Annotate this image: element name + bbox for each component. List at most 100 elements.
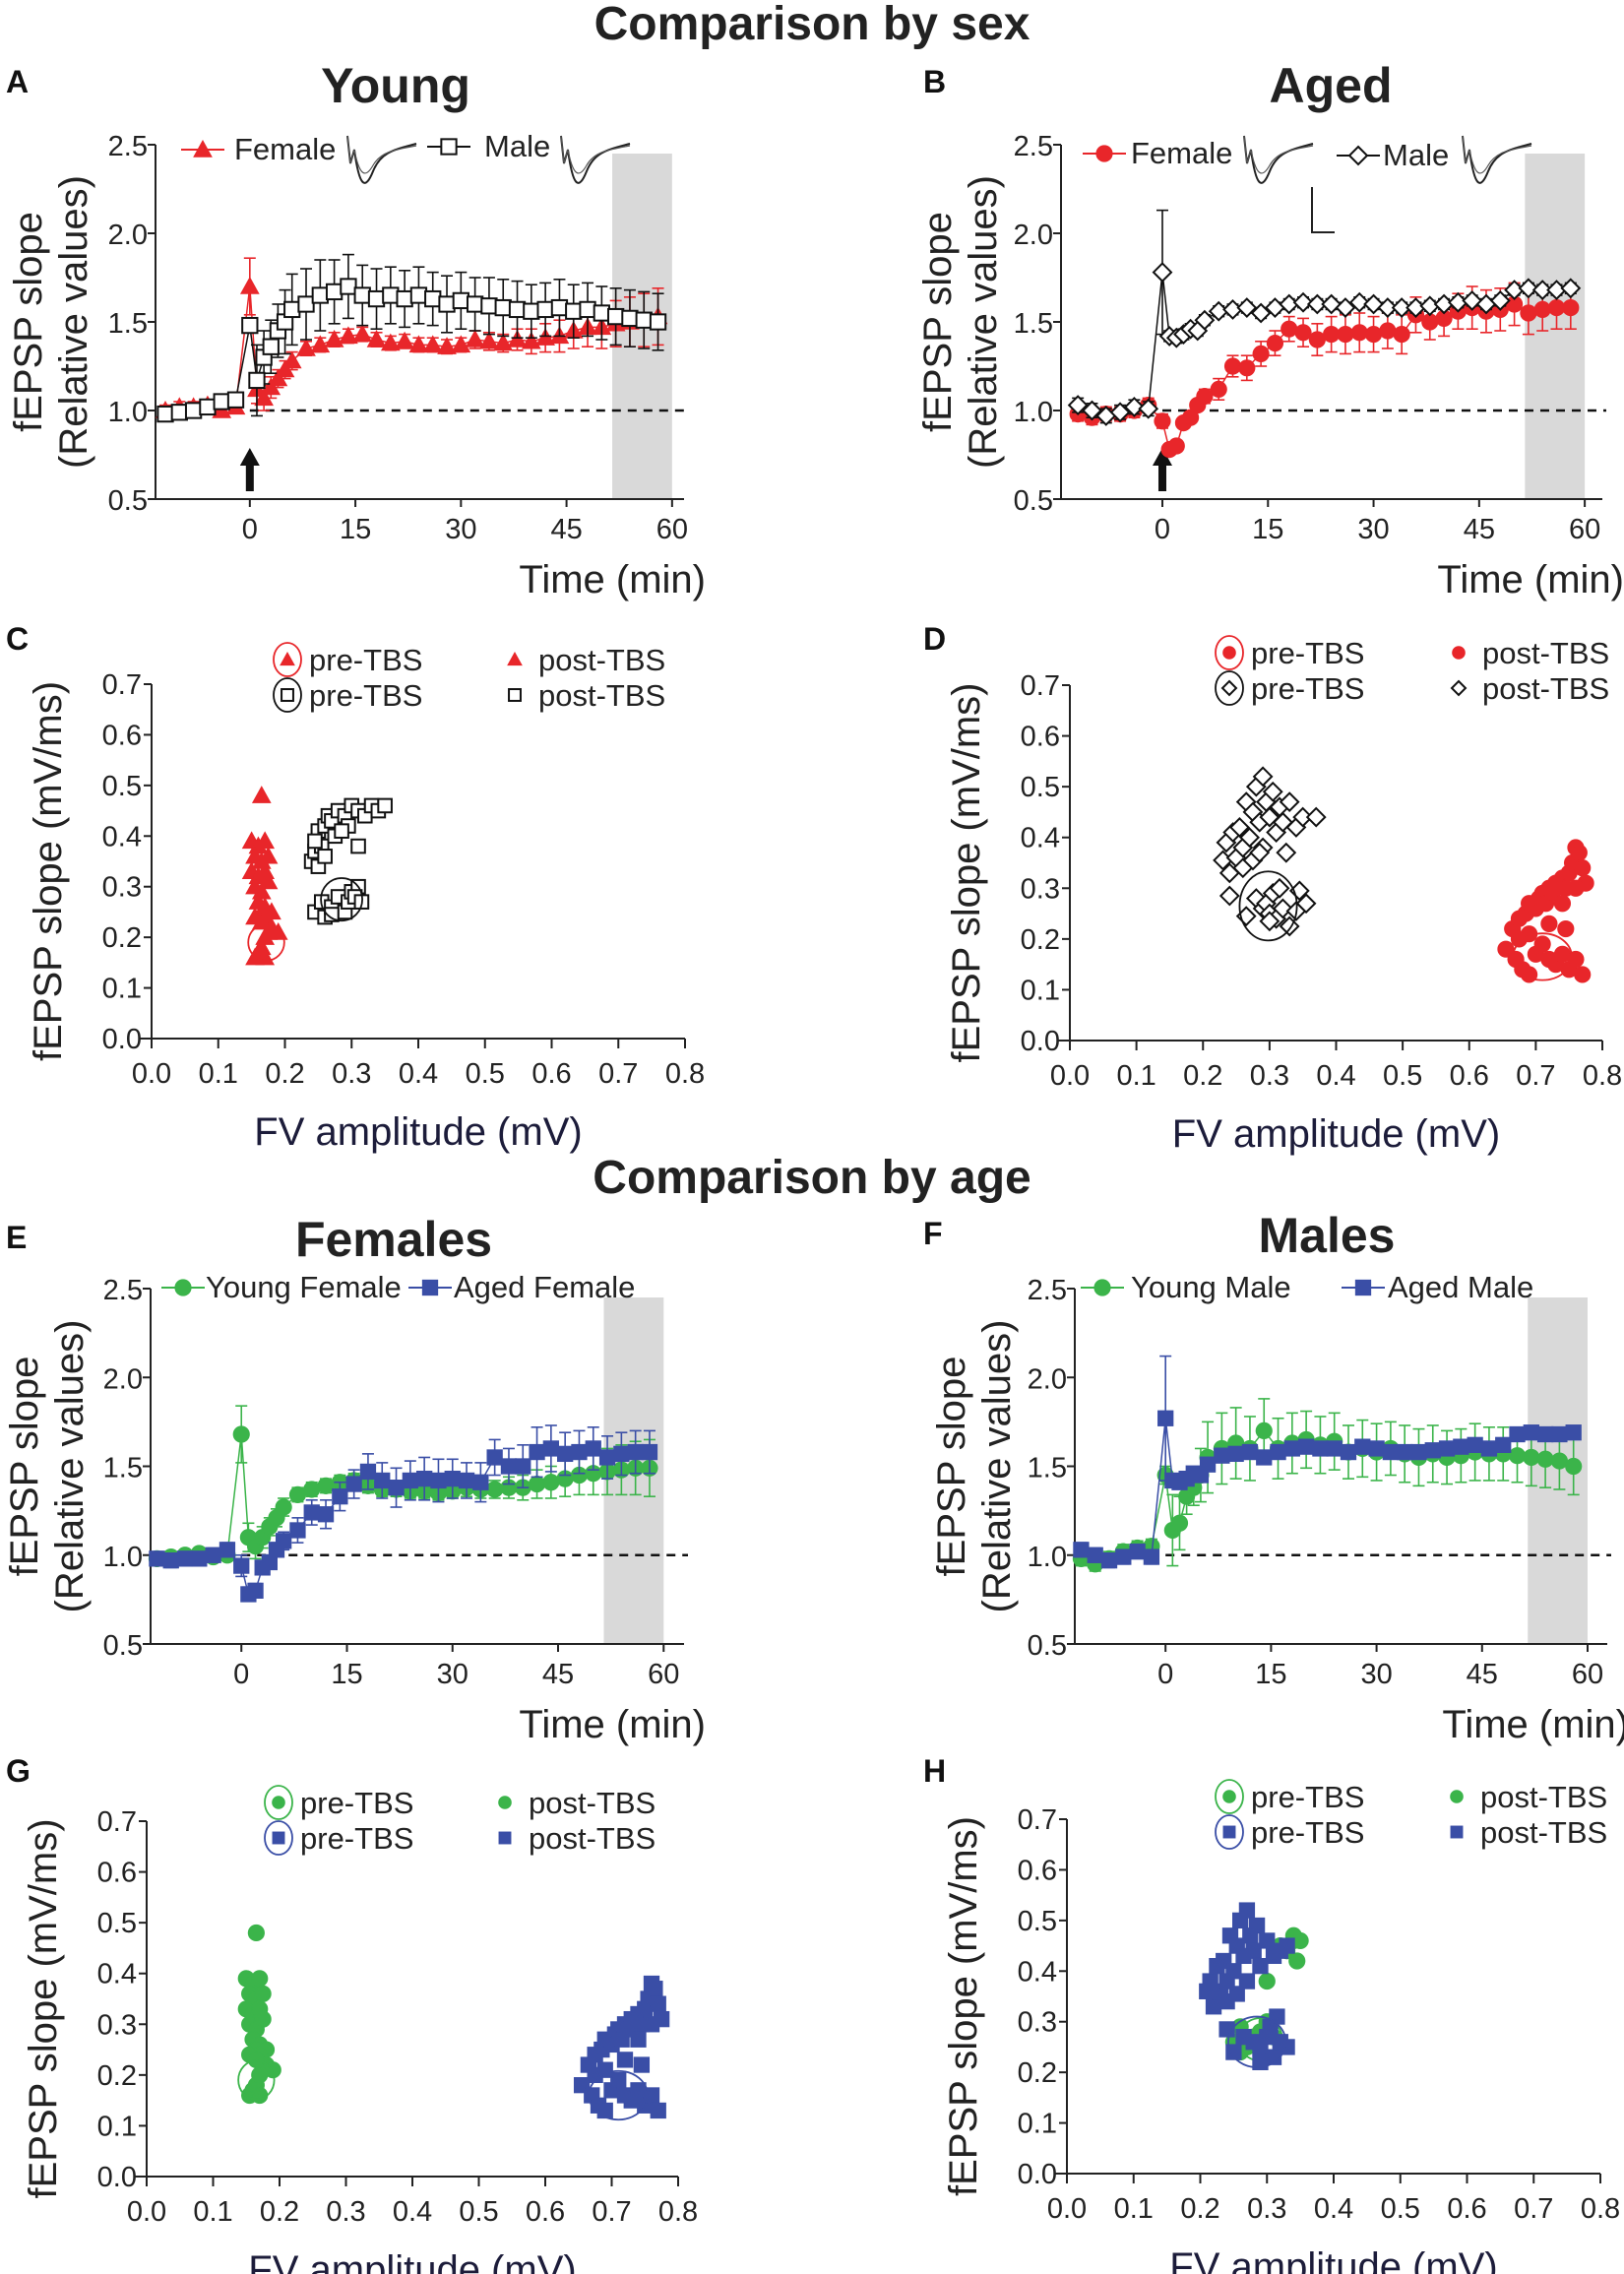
x-tick-label: 0.3	[1247, 2193, 1286, 2225]
y-tick-label: 1.0	[108, 397, 148, 428]
y-tick-label: 1.0	[1014, 397, 1053, 428]
pre-tbs-point	[1218, 885, 1240, 907]
data-point	[382, 286, 400, 304]
x-tick-label: 45	[542, 1659, 574, 1690]
data-point	[1227, 1445, 1244, 1463]
data-point	[1393, 326, 1410, 344]
y-tick-label: 2.5	[103, 1275, 143, 1306]
legend-label: Male	[1383, 138, 1449, 172]
heading-comparison-by-sex: Comparison by sex	[594, 0, 1031, 50]
data-point	[557, 1445, 574, 1463]
legend-post-marker-icon	[1450, 679, 1468, 697]
data-point	[1364, 326, 1383, 344]
post-tbs-point	[1238, 1973, 1256, 1990]
data-point	[1397, 1443, 1413, 1461]
data-point	[1350, 324, 1368, 342]
legend-pre-ring-icon	[1215, 670, 1244, 706]
y-tick-label: 0.5	[1014, 485, 1053, 517]
data-point	[451, 335, 471, 353]
x-axis-title: FV amplitude (mV)	[1169, 2245, 1497, 2274]
y-tick-label: 0.4	[1021, 823, 1060, 854]
data-point	[1551, 1425, 1568, 1443]
x-tick-label: 0.2	[265, 1058, 304, 1090]
post-tbs-point	[254, 1985, 272, 2002]
data-point	[1152, 262, 1173, 284]
data-point	[239, 276, 260, 294]
post-tbs-point	[377, 797, 393, 814]
data-point	[1562, 299, 1580, 317]
data-point	[1340, 1443, 1357, 1461]
data-point	[1495, 1436, 1512, 1453]
y-tick-label: 2.0	[103, 1363, 143, 1395]
legend-pre-marker-icon	[272, 1796, 285, 1809]
y-tick-label: 1.5	[1028, 1453, 1067, 1484]
data-point	[268, 368, 288, 387]
post-tbs-point	[1279, 1937, 1295, 1954]
data-point	[416, 1470, 433, 1487]
post-tbs-point	[650, 1995, 666, 2012]
y-tick-label: 0.5	[102, 771, 142, 802]
data-point	[1138, 398, 1159, 419]
legend-post-marker-icon	[1450, 1790, 1464, 1803]
data-point	[1536, 1450, 1554, 1468]
data-point	[606, 307, 625, 326]
data-point	[593, 304, 610, 322]
data-point	[535, 328, 555, 346]
y-tick-label: 0.7	[97, 1806, 137, 1838]
legend-pre-ring-icon	[264, 1820, 293, 1856]
data-point	[493, 333, 514, 351]
series-aged-male	[1073, 1355, 1582, 1569]
x-tick-label: 0.7	[598, 1058, 638, 1090]
y-tick-label: 0.5	[103, 1630, 143, 1662]
data-point	[1167, 437, 1185, 455]
data-point	[199, 398, 217, 416]
legend-pre-marker-icon	[281, 688, 294, 702]
data-point	[1354, 1438, 1371, 1455]
x-tick-label: 60	[1572, 1659, 1603, 1690]
data-point	[1154, 412, 1171, 430]
post-tbs-point	[254, 2010, 272, 2028]
data-point	[1306, 293, 1328, 315]
data-point	[339, 326, 358, 345]
data-point	[352, 324, 373, 343]
legend-pre-marker-icon	[1220, 679, 1238, 697]
x-tick-label: 0.2	[1183, 1060, 1222, 1092]
y-tick-label: 0.3	[1021, 873, 1060, 905]
x-tick-label: 60	[1569, 514, 1600, 545]
x-axis-title: Time (min)	[1437, 558, 1624, 601]
y-tick-label: 0.1	[102, 974, 142, 1005]
panel-title-f: Males	[1259, 1208, 1396, 1263]
panel-letter-a: A	[6, 64, 29, 99]
data-point	[283, 300, 301, 319]
post-tbs-point	[317, 849, 333, 864]
post-tbs-point	[350, 838, 366, 854]
legend-post-marker-icon	[1450, 1825, 1464, 1839]
data-point	[1438, 1440, 1456, 1457]
tbs-arrow-icon	[1152, 448, 1172, 491]
data-point	[345, 1476, 362, 1492]
data-point	[395, 331, 414, 349]
legend-pre-label: pre-TBS	[1251, 671, 1364, 706]
data-point	[1523, 1448, 1540, 1467]
series-aged-female	[573, 1975, 670, 2121]
x-tick-label: 45	[550, 514, 582, 545]
post-tbs-point	[1574, 859, 1592, 877]
y-tick-label: 1.5	[1014, 308, 1053, 340]
legend-post-marker-icon	[498, 1831, 512, 1845]
data-point	[1348, 291, 1370, 313]
post-tbs-point	[334, 823, 349, 839]
y-axis-title: fEPSP slope (mV/ms)	[942, 1816, 985, 2196]
y-tick-label: 0.6	[1021, 722, 1060, 753]
x-tick-label: 15	[331, 1659, 362, 1690]
data-point	[296, 338, 316, 356]
data-point	[515, 1458, 531, 1475]
post-tbs-point	[251, 1970, 269, 1988]
data-point	[1266, 335, 1284, 352]
post-tbs-point	[1225, 1963, 1242, 1980]
post-tbs-point	[1279, 791, 1300, 813]
y-axis-title-line: (Relative values)	[48, 1320, 92, 1613]
legend-pre-label: pre-TBS	[300, 1821, 413, 1856]
data-point	[1520, 304, 1537, 322]
data-point	[408, 335, 429, 353]
